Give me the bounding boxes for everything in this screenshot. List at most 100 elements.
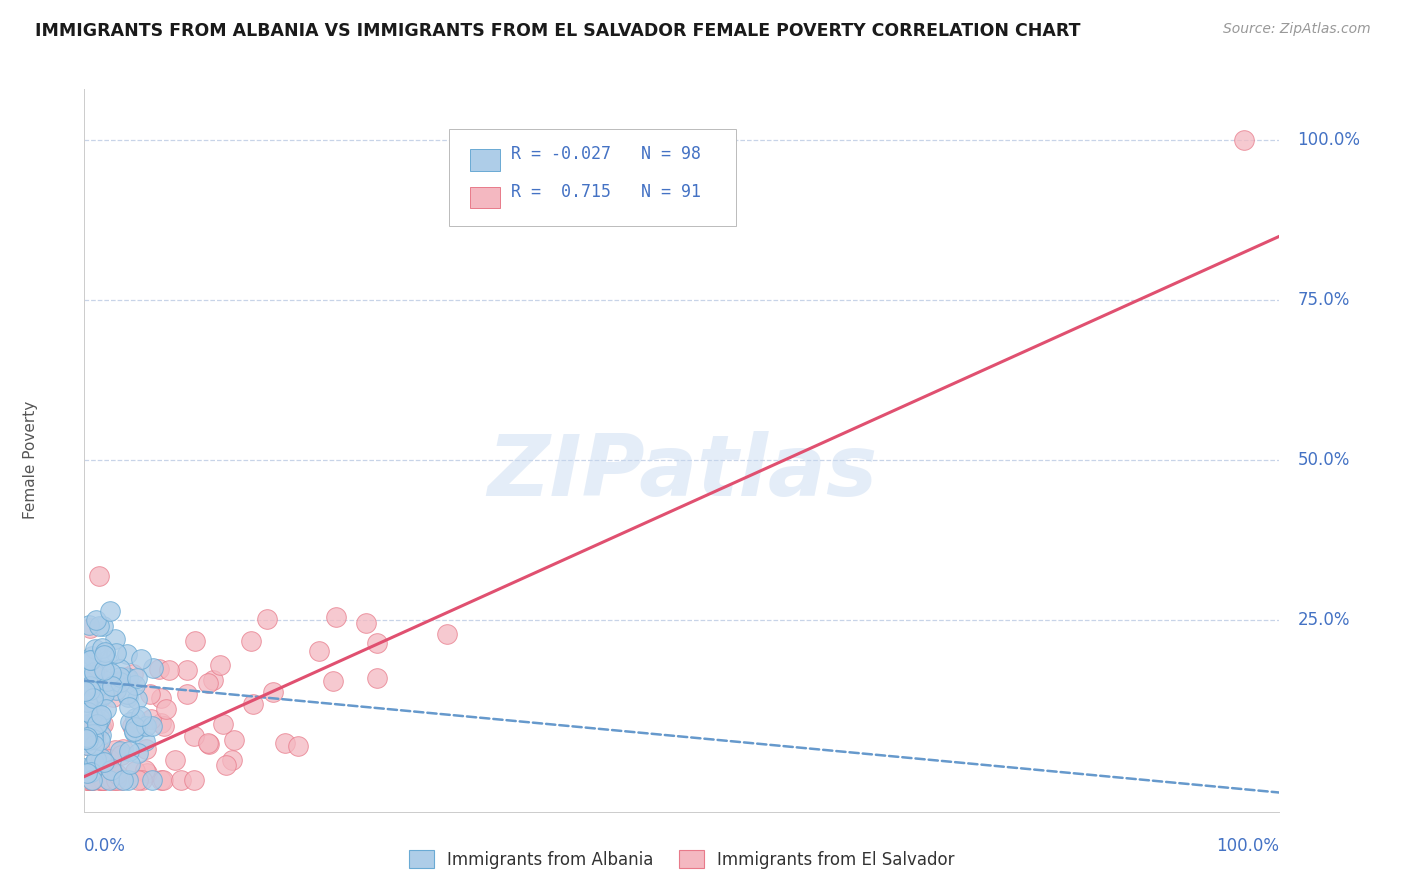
Point: [110, 744, 132, 758]
Point: [262, 685, 284, 699]
Point: [155, 702, 177, 716]
Point: [101, 690, 124, 704]
Point: [90, 751, 112, 765]
Point: [79, 682, 101, 697]
Point: [76, 765, 98, 780]
Text: Source: ZipAtlas.com: Source: ZipAtlas.com: [1223, 22, 1371, 37]
Point: [183, 772, 205, 787]
Point: [91, 619, 114, 633]
Point: [118, 744, 141, 758]
Point: [83, 738, 105, 752]
Point: [73, 683, 96, 698]
Point: [157, 663, 180, 677]
Point: [110, 772, 132, 787]
Point: [86, 717, 108, 731]
Point: [93, 756, 115, 770]
Point: [84, 729, 107, 743]
Point: [76, 730, 98, 744]
Point: [108, 662, 131, 676]
Point: [93, 772, 115, 787]
Point: [84, 765, 107, 780]
Point: [117, 690, 139, 705]
Point: [121, 719, 143, 733]
Point: [87, 569, 110, 583]
Point: [124, 764, 146, 779]
Point: [242, 697, 264, 711]
Point: [93, 663, 115, 677]
Point: [82, 682, 104, 697]
Point: [356, 615, 378, 630]
Point: [134, 734, 156, 748]
Point: [176, 688, 198, 702]
Point: [287, 739, 309, 754]
Point: [108, 670, 131, 684]
Point: [176, 663, 198, 677]
Point: [89, 709, 111, 723]
Point: [98, 604, 121, 618]
Point: [86, 679, 108, 693]
Point: [73, 674, 96, 689]
Point: [124, 677, 146, 691]
FancyBboxPatch shape: [471, 186, 501, 209]
Point: [1233, 133, 1256, 147]
Point: [152, 772, 174, 787]
Point: [141, 772, 163, 787]
Point: [90, 719, 112, 733]
Point: [101, 772, 124, 787]
Point: [127, 746, 149, 760]
Point: [183, 633, 205, 648]
Point: [108, 674, 131, 689]
Point: [97, 678, 120, 692]
Point: [208, 658, 231, 673]
Point: [83, 732, 105, 747]
Point: [325, 610, 347, 624]
Point: [86, 665, 108, 680]
Point: [197, 736, 219, 750]
Point: [91, 716, 114, 731]
Point: [76, 732, 98, 747]
Point: [80, 653, 103, 667]
Point: [117, 772, 139, 787]
Point: [104, 646, 127, 660]
Point: [134, 764, 156, 778]
Point: [197, 676, 219, 690]
Point: [274, 736, 297, 750]
Point: [135, 741, 157, 756]
Point: [79, 679, 101, 693]
Point: [256, 612, 278, 626]
Legend: Immigrants from Albania, Immigrants from El Salvador: Immigrants from Albania, Immigrants from…: [402, 844, 962, 876]
Point: [239, 634, 262, 648]
Point: [86, 699, 108, 714]
Point: [131, 652, 153, 666]
Point: [100, 763, 122, 777]
Point: [308, 644, 330, 658]
Point: [75, 732, 97, 747]
Point: [322, 673, 344, 688]
Text: 25.0%: 25.0%: [1298, 611, 1350, 629]
Point: [150, 772, 173, 787]
Point: [75, 667, 97, 681]
Point: [118, 700, 141, 714]
Point: [73, 761, 96, 775]
Point: [84, 752, 107, 766]
Point: [82, 695, 104, 709]
Point: [117, 687, 139, 701]
Point: [202, 673, 225, 687]
Point: [104, 743, 127, 757]
Point: [80, 772, 103, 787]
Text: 100.0%: 100.0%: [1298, 131, 1361, 149]
Point: [90, 707, 112, 722]
Point: [91, 689, 114, 703]
Point: [152, 719, 174, 733]
Point: [148, 662, 170, 676]
Point: [89, 712, 111, 726]
Point: [80, 766, 103, 780]
Text: 0.0%: 0.0%: [84, 838, 127, 855]
Point: [117, 671, 139, 685]
Point: [110, 748, 132, 763]
Point: [127, 772, 149, 787]
Point: [105, 766, 128, 780]
Point: [122, 666, 145, 681]
Point: [79, 716, 101, 731]
Text: R = -0.027   N = 98: R = -0.027 N = 98: [510, 145, 702, 163]
